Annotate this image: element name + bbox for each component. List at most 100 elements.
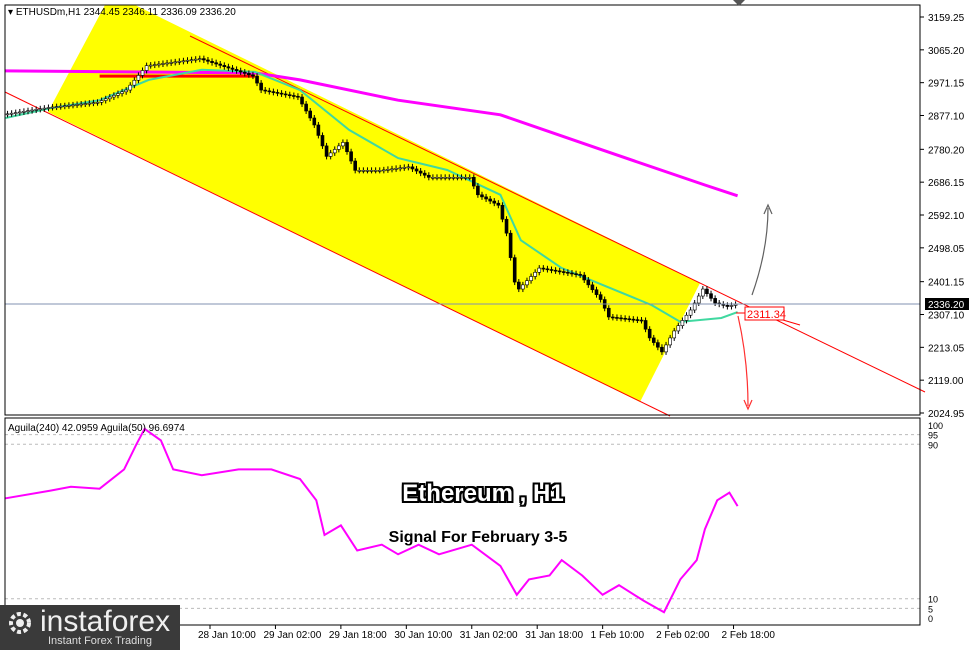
- candle: [9, 112, 14, 115]
- candle: [185, 59, 190, 62]
- candle: [193, 58, 198, 61]
- indicator-chart[interactable]: [5, 427, 920, 614]
- candle: [684, 314, 689, 321]
- candle: [500, 204, 505, 220]
- y-tick-label: 2686.15: [928, 178, 965, 189]
- candle: [439, 177, 443, 179]
- candle: [361, 170, 366, 172]
- candle: [512, 257, 517, 283]
- candle: [545, 268, 550, 271]
- candle: [320, 135, 325, 147]
- annotation-price-box: [744, 306, 785, 321]
- candle: [83, 103, 88, 105]
- candle: [467, 177, 472, 179]
- candle: [582, 274, 587, 281]
- candle: [472, 177, 476, 187]
- candle: [300, 96, 304, 105]
- candle: [230, 67, 235, 70]
- y-tick-label: 2971.15: [928, 79, 965, 90]
- candle: [537, 267, 542, 273]
- scroll-marker-icon[interactable]: [733, 0, 745, 6]
- candle: [688, 309, 693, 316]
- candle: [369, 170, 374, 172]
- down-arrow: [737, 315, 749, 407]
- candle: [181, 60, 186, 63]
- candle: [647, 328, 652, 339]
- candle: [701, 288, 705, 297]
- candle: [611, 316, 615, 319]
- indicator-line: [5, 427, 739, 614]
- candle: [128, 84, 133, 91]
- candle: [287, 94, 292, 97]
- candle: [561, 271, 566, 273]
- price-chart[interactable]: 2311.34: [4, 5, 926, 417]
- candle: [492, 200, 497, 204]
- candle: [161, 63, 165, 65]
- candle: [516, 281, 521, 290]
- candle: [132, 79, 137, 86]
- candle: [353, 160, 357, 171]
- overlay-title: Ethereum , H1: [402, 480, 564, 507]
- candle: [525, 280, 529, 286]
- candle: [116, 93, 120, 96]
- candle: [26, 110, 30, 112]
- candle: [729, 305, 734, 307]
- candle: [553, 269, 558, 272]
- candle: [541, 267, 546, 270]
- candle: [504, 218, 509, 234]
- candle: [312, 117, 317, 126]
- candle: [332, 149, 337, 154]
- candle: [328, 152, 333, 157]
- up-arrow: [751, 207, 769, 296]
- candle: [398, 167, 402, 170]
- candle: [451, 177, 456, 179]
- candle: [251, 74, 255, 77]
- candle: [447, 177, 452, 179]
- candle: [308, 110, 313, 119]
- candle: [169, 62, 173, 64]
- candle: [619, 317, 623, 320]
- channel-fill: [48, 5, 700, 402]
- candle: [664, 344, 668, 353]
- up-arrow-head: [763, 203, 773, 215]
- gear-logo-icon: [9, 612, 31, 634]
- candle: [103, 98, 108, 101]
- candle: [496, 202, 501, 206]
- current-price-tag: [925, 298, 969, 310]
- candle: [222, 65, 227, 67]
- candle: [107, 96, 112, 100]
- candle: [292, 95, 296, 97]
- y-tick-label: 2401.15: [928, 278, 965, 289]
- candle: [271, 91, 276, 93]
- candle: [643, 320, 648, 330]
- candle: [63, 105, 67, 108]
- candle: [427, 174, 431, 178]
- y-tick-label: 3159.25: [928, 13, 965, 24]
- logo-tagline: Instant Forex Trading: [48, 635, 152, 647]
- candle: [418, 170, 423, 174]
- candle: [455, 177, 460, 179]
- candle: [713, 298, 717, 304]
- candle: [22, 111, 26, 113]
- x-tick-label: 31 Jan 18:00: [525, 630, 583, 641]
- candle: [206, 59, 210, 62]
- y-tick-label: 2119.00: [928, 376, 964, 387]
- candle: [214, 62, 218, 65]
- candle: [639, 319, 644, 322]
- y-tick-label: 2877.10: [928, 112, 965, 123]
- candle: [259, 82, 263, 91]
- candle: [5, 113, 10, 116]
- channel-upper-line[interactable]: [189, 35, 926, 393]
- candle: [709, 293, 713, 299]
- candle: [373, 170, 378, 172]
- candle: [382, 169, 386, 172]
- candle: [529, 276, 533, 281]
- indicator-tick-label: 100: [928, 421, 943, 431]
- candle: [557, 270, 562, 273]
- x-tick-label: 2 Feb 18:00: [722, 630, 776, 641]
- candle: [680, 320, 685, 327]
- channel-lower-line[interactable]: [4, 91, 671, 417]
- y-tick-label: 2592.10: [928, 211, 965, 222]
- indicator-tick-label: 95: [928, 431, 938, 441]
